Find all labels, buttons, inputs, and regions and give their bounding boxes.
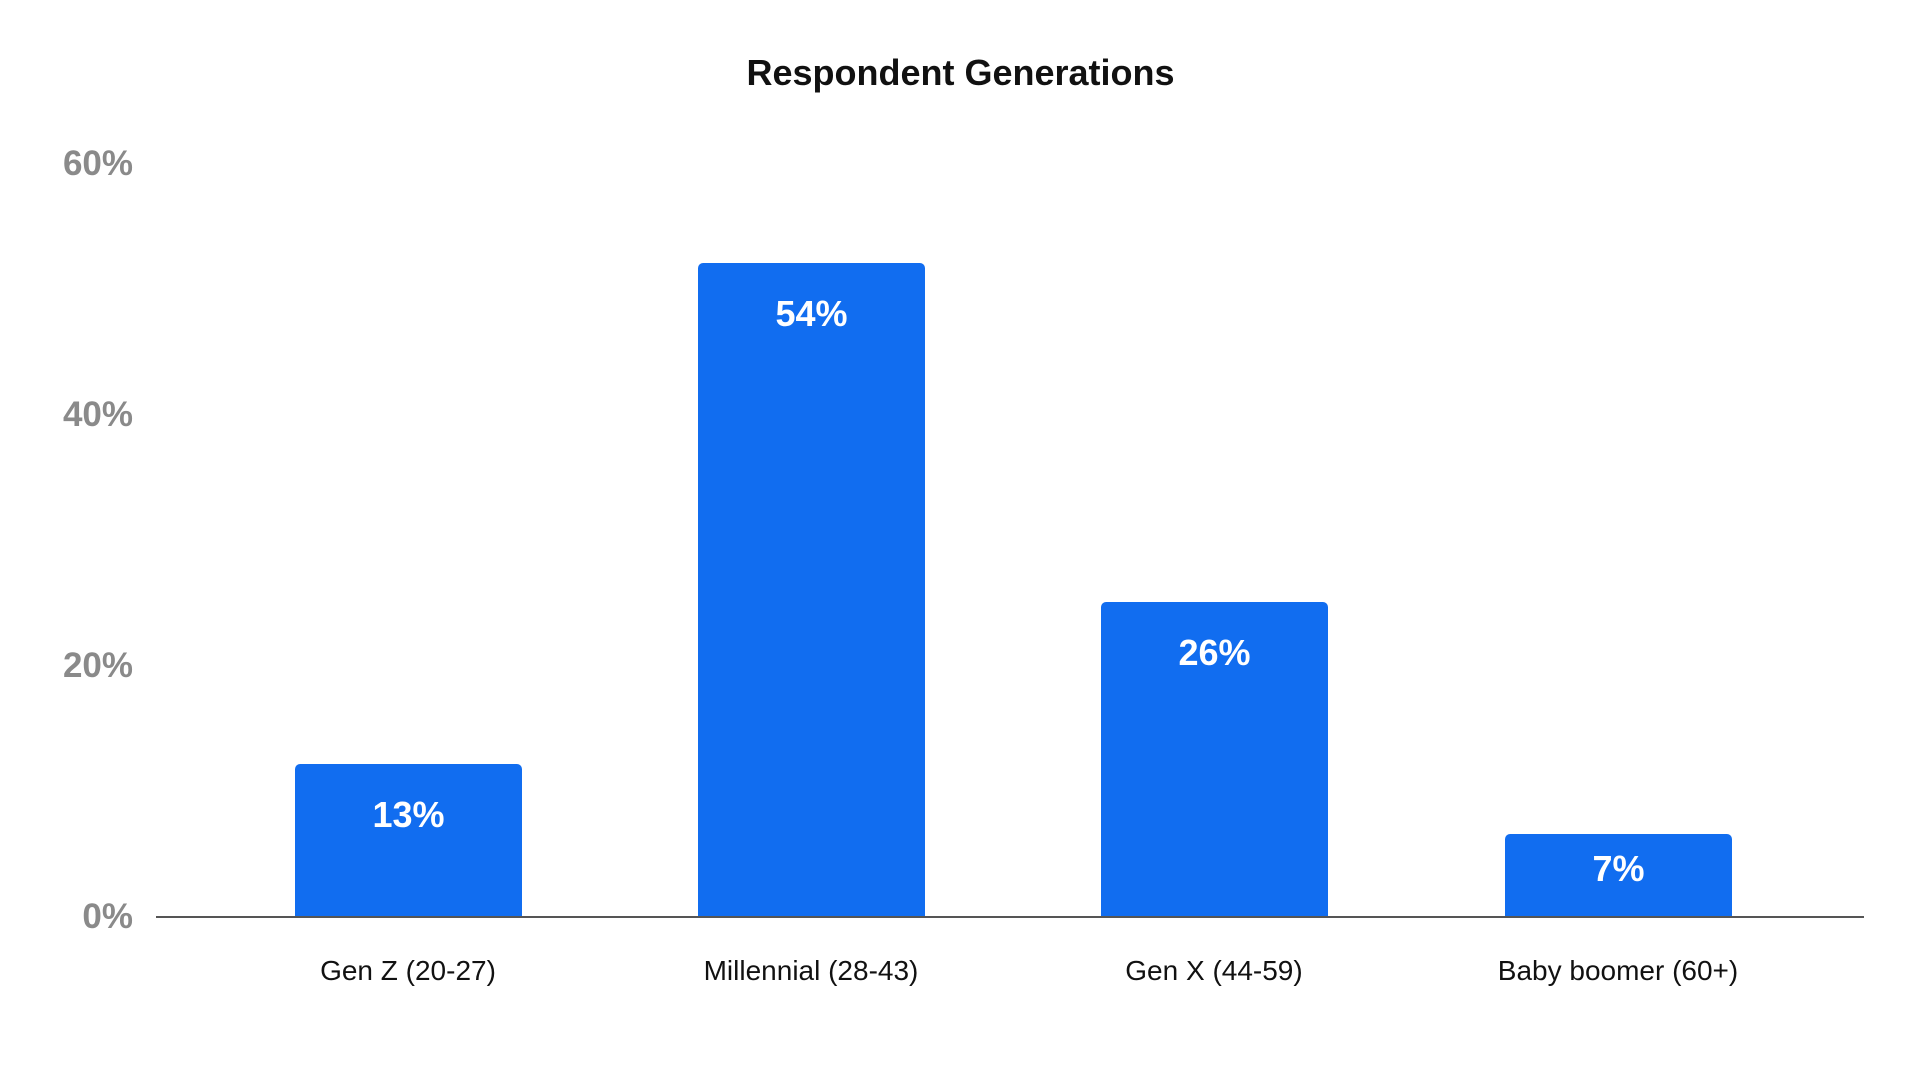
x-category-label: Millennial (28-43) bbox=[703, 955, 919, 986]
x-axis-line bbox=[156, 916, 1864, 918]
bar: 26% bbox=[1101, 602, 1328, 917]
bar: 7% bbox=[1505, 834, 1732, 917]
bar-value-label: 26% bbox=[1178, 632, 1251, 673]
x-category-label: Baby boomer (60+) bbox=[1497, 955, 1739, 986]
bar-value-label: 7% bbox=[1592, 848, 1645, 889]
y-tick-0: 0% bbox=[82, 897, 133, 936]
y-tick-40: 40% bbox=[62, 395, 133, 434]
bar: 54% bbox=[698, 263, 925, 917]
x-category-label: Gen X (44-59) bbox=[1125, 955, 1303, 986]
x-category-label: Gen Z (20-27) bbox=[320, 955, 496, 986]
y-tick-60: 60% bbox=[62, 144, 133, 183]
y-tick-20: 20% bbox=[62, 646, 133, 685]
bar-value-label: 13% bbox=[372, 794, 445, 835]
bar-value-label: 54% bbox=[775, 293, 848, 334]
chart-title: Respondent Generations bbox=[746, 52, 1175, 93]
bar: 13% bbox=[295, 764, 522, 917]
